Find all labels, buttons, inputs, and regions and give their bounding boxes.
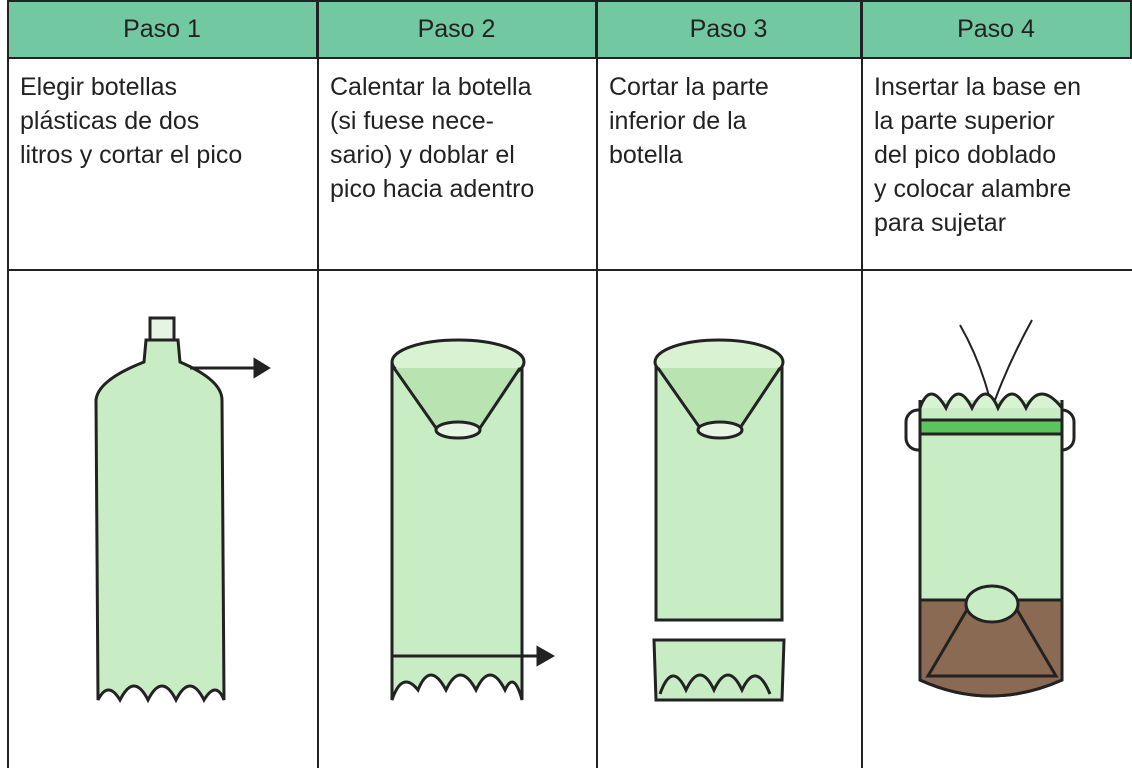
header-cell: Paso 4 — [862, 0, 1132, 58]
text-line: Insertar la base en — [874, 73, 1082, 101]
text-cell: Insertar la base en la parte superior del … — [862, 58, 1132, 270]
text-cell: Cortar la parte inferior de la botella — [597, 58, 862, 270]
header-cell: Paso 2 — [318, 0, 597, 58]
column-border — [7, 0, 9, 768]
text-line: botella — [609, 141, 683, 169]
text-line: del pico doblado — [874, 141, 1057, 169]
text-line: Calentar la botella — [330, 73, 532, 101]
header-cell: Paso 1 — [8, 0, 318, 58]
text-line: y colocar alambre — [874, 175, 1072, 203]
text-line: plásticas de dos — [20, 107, 200, 135]
text-cell: Elegir botellas plásticas de dos litros y … — [8, 58, 318, 270]
text-line: pico hacia adentro — [330, 175, 535, 203]
bottle-step-4 — [904, 319, 1076, 698]
bottle-step-3 — [652, 338, 786, 702]
text-line: Elegir botellas — [20, 73, 178, 101]
row-border — [8, 269, 1132, 271]
text-line: Cortar la parte — [609, 73, 769, 101]
text-line: inferior de la — [609, 107, 747, 135]
text-line: sario) y doblar el — [330, 141, 515, 169]
header-cell: Paso 3 — [597, 0, 862, 58]
bottle-step-1 — [94, 316, 271, 704]
text-line: la parte superior — [874, 107, 1055, 135]
bottle-step-2 — [390, 338, 556, 701]
row-border — [8, 0, 1132, 2]
text-cell: Calentar la botella (si fuese nece-sario)… — [318, 58, 597, 270]
column-border — [317, 0, 319, 768]
column-border — [596, 0, 598, 768]
text-line: (si fuese nece- — [330, 107, 494, 135]
text-line: para sujetar — [874, 209, 1007, 237]
row-border — [8, 57, 1132, 59]
text-line: litros y cortar el pico — [20, 141, 243, 169]
column-border — [861, 0, 863, 768]
